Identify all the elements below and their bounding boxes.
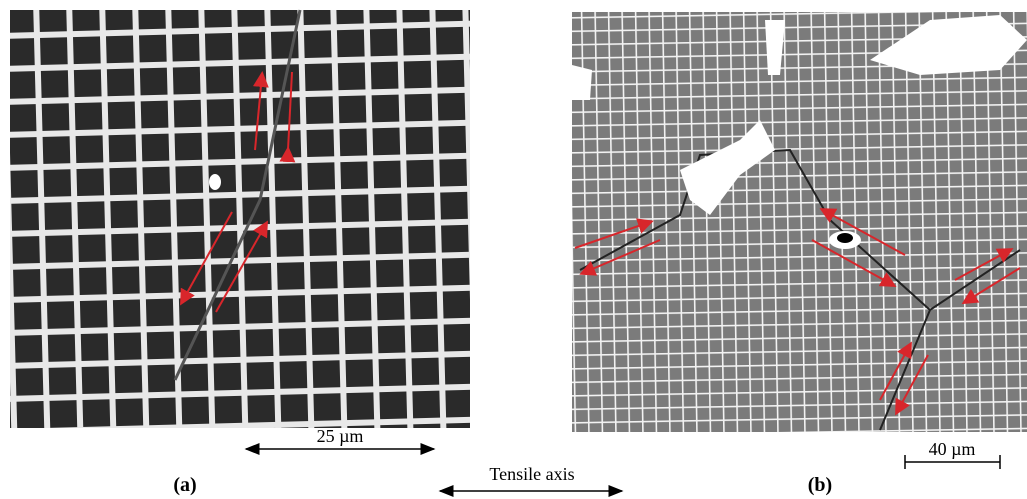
micrograph-b (572, 12, 1027, 432)
scale-text-b: 40 µm (929, 439, 976, 459)
axis-label: Tensile axis (489, 464, 574, 484)
panel-label-a: (a) (173, 474, 196, 496)
scale-bar-b (904, 455, 1001, 469)
panel-label-b: (b) (808, 474, 832, 496)
micrograph-a (10, 9, 470, 428)
scale-text-a: 25 µm (317, 426, 364, 446)
